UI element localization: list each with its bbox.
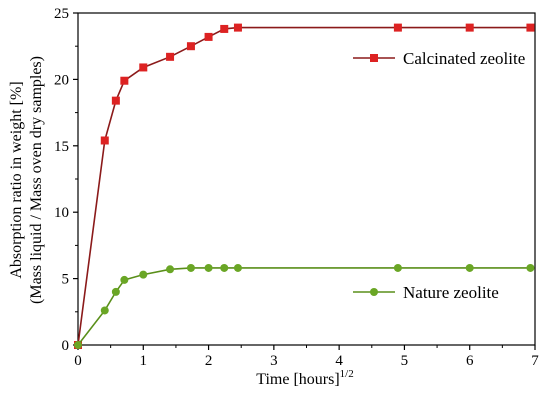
y-tick-label: 5 [62,272,70,288]
data-point-calcinated [120,76,129,85]
data-point-calcinated [393,23,402,32]
data-point-nature [204,263,213,272]
legend-label: Nature zeolite [403,283,499,302]
data-point-calcinated [186,42,195,51]
x-tick-label: 7 [531,353,539,369]
y-axis: 0 5 10 15 20 25 [54,6,78,354]
x-tick-label: 0 [74,353,82,369]
data-point-nature [111,287,120,296]
x-axis-title: Time [hours]1/2 [256,368,353,388]
data-point-nature [139,270,148,279]
x-axis: 0 1 2 3 4 5 6 7 [74,345,539,369]
x-tick-label: 6 [466,353,474,369]
x-tick-label: 3 [270,353,278,369]
data-point-nature [100,306,109,315]
data-point-nature [465,263,474,272]
legend-marker [370,54,378,62]
y-axis-title-line1: Absorption ratio in weight [%] [8,81,25,278]
data-point-nature [186,263,195,272]
y-axis-title-line2: (Mass liquid / Mass oven dry samples) [28,56,45,304]
y-tick-label: 15 [54,139,69,155]
series-layer [74,23,535,349]
x-tick-label: 5 [401,353,409,369]
data-point-calcinated [100,136,109,145]
legend-item-2: Nature zeolite [353,283,499,302]
x-tick-label: 4 [335,353,343,369]
data-point-nature [120,275,129,284]
y-tick-label: 20 [54,72,69,88]
data-point-nature [74,341,82,349]
series-line-2 [77,267,531,346]
data-point-nature [393,263,402,272]
data-point-calcinated [111,96,120,105]
x-axis-title-text: Time [hours] [256,371,339,388]
legend-marker [370,288,378,296]
y-tick-label: 10 [54,205,69,221]
y-tick-label: 0 [62,338,70,354]
data-point-nature [220,263,229,272]
y-tick-label: 25 [54,6,69,22]
legend: Calcinated zeolite Nature zeolite [353,49,525,302]
x-tick-label: 2 [205,353,213,369]
legend-label: Calcinated zeolite [403,49,525,68]
data-point-calcinated [220,24,229,33]
data-point-calcinated [233,23,242,32]
data-point-nature [233,263,242,272]
x-axis-title-superscript: 1/2 [340,368,354,380]
data-point-calcinated [465,23,474,32]
data-point-nature [526,263,535,272]
y-axis-title-group: Absorption ratio in weight [%] (Mass liq… [8,56,45,304]
data-point-calcinated [526,23,535,32]
data-point-calcinated [139,63,148,72]
data-point-nature [166,265,175,274]
data-point-calcinated [166,52,175,61]
data-point-calcinated [204,32,213,41]
legend-item-1: Calcinated zeolite [353,49,525,68]
x-tick-label: 1 [140,353,148,369]
